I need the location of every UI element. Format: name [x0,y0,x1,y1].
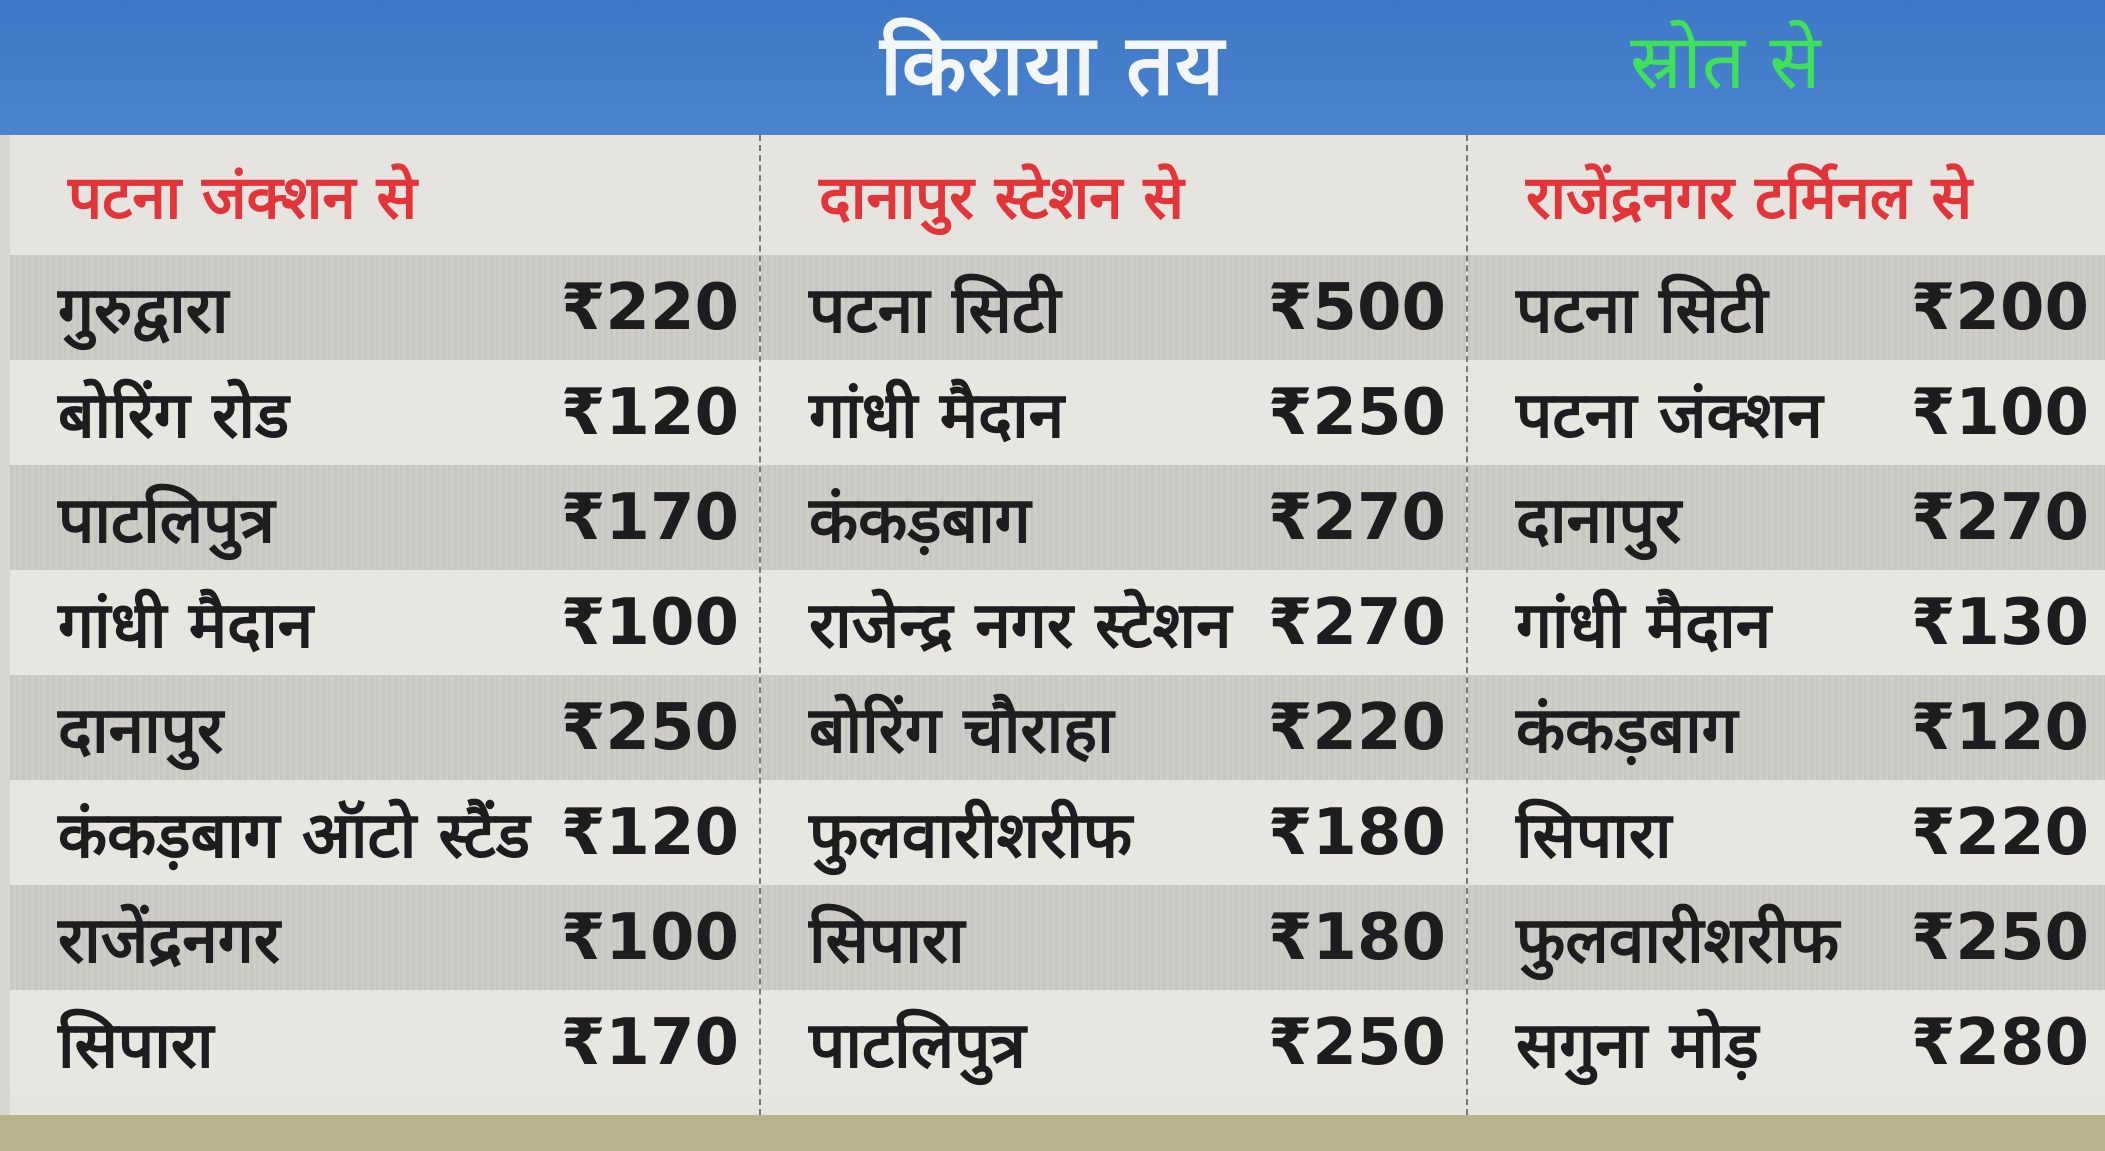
destination: राजेन्द्र नगर स्टेशन [809,589,1232,663]
destination: गांधी मैदान [809,379,1065,453]
column-rows: पटना सिटी ₹500 गांधी मैदान ₹250 कंकड़बाग ₹270… [761,255,1466,1095]
fare: ₹270 [1910,480,2089,555]
fare: ₹180 [1267,795,1446,870]
fare-table: पटना जंक्शन से गुरुद्वारा ₹220 बोरिंग रोड ₹1… [10,135,2105,1115]
destination: पटना जंक्शन [1516,379,1823,453]
table-row: कंकड़बाग ₹270 [761,465,1466,570]
table-row: दानापुर ₹270 [1468,465,2105,570]
table-row: फुलवारीशरीफ ₹250 [1468,885,2105,990]
fare: ₹100 [560,900,739,975]
column-rows: गुरुद्वारा ₹220 बोरिंग रोड ₹120 पाटलिपुत्र ₹1… [10,255,759,1095]
destination: कंकड़बाग [809,484,1031,558]
fare: ₹270 [1267,480,1446,555]
table-row: राजेंद्रनगर ₹100 [10,885,759,990]
column-heading: दानापुर स्टेशन से [819,163,1184,233]
column-rows: पटना सिटी ₹200 पटना जंक्शन ₹100 दानापुर ₹270 ग… [1468,255,2105,1095]
fare: ₹280 [1910,1005,2089,1080]
header-banner: किराया तय स्रोत से [0,0,2105,135]
table-row: कंकड़बाग ₹120 [1468,675,2105,780]
column-heading: पटना जंक्शन से [68,163,418,233]
destination: फुलवारीशरीफ [1516,904,1840,978]
table-row: गांधी मैदान ₹100 [10,570,759,675]
destination: सगुना मोड़ [1516,1009,1759,1083]
destination: पाटलिपुत्र [58,484,275,558]
fare: ₹120 [560,375,739,450]
table-row: सिपारा ₹170 [10,990,759,1095]
fare: ₹120 [1910,690,2089,765]
table-row: फुलवारीशरीफ ₹180 [761,780,1466,885]
table-row: पटना जंक्शन ₹100 [1468,360,2105,465]
destination: गांधी मैदान [58,589,314,663]
fare: ₹250 [1267,375,1446,450]
destination: बोरिंग चौराहा [809,694,1114,768]
table-row: सगुना मोड़ ₹280 [1468,990,2105,1095]
destination: गांधी मैदान [1516,589,1772,663]
fare: ₹180 [1267,900,1446,975]
destination: फुलवारीशरीफ [809,799,1133,873]
destination: पटना सिटी [809,274,1061,348]
table-row: पाटलिपुत्र ₹170 [10,465,759,570]
column-heading: राजेंद्रनगर टर्मिनल से [1526,163,1973,233]
destination: दानापुर [58,694,224,768]
fare: ₹120 [560,795,739,870]
fare: ₹200 [1910,270,2089,345]
fare: ₹220 [560,270,739,345]
fare: ₹100 [560,585,739,660]
fare: ₹220 [1910,795,2089,870]
page-title: किराया तय [880,16,1225,114]
fare-column: राजेंद्रनगर टर्मिनल से पटना सिटी ₹200 पटना … [1468,135,2105,1115]
fare-column: पटना जंक्शन से गुरुद्वारा ₹220 बोरिंग रोड ₹1… [10,135,761,1115]
destination: सिपारा [58,1009,214,1083]
table-row: पटना सिटी ₹200 [1468,255,2105,360]
table-row: गांधी मैदान ₹130 [1468,570,2105,675]
fare: ₹250 [1267,1005,1446,1080]
table-row: कंकड़बाग ऑटो स्टैंड ₹120 [10,780,759,885]
table-row: बोरिंग चौराहा ₹220 [761,675,1466,780]
table-row: पटना सिटी ₹500 [761,255,1466,360]
fare: ₹130 [1910,585,2089,660]
destination: कंकड़बाग ऑटो स्टैंड [58,799,530,873]
table-row: राजेन्द्र नगर स्टेशन ₹270 [761,570,1466,675]
table-row: गांधी मैदान ₹250 [761,360,1466,465]
fare: ₹220 [1267,690,1446,765]
table-row: सिपारा ₹180 [761,885,1466,990]
fare: ₹250 [1910,900,2089,975]
destination: कंकड़बाग [1516,694,1738,768]
table-row: सिपारा ₹220 [1468,780,2105,885]
table-row: गुरुद्वारा ₹220 [10,255,759,360]
fare: ₹270 [1267,585,1446,660]
page-bottom-strip [0,1115,2105,1151]
destination: पटना सिटी [1516,274,1768,348]
destination: सिपारा [1516,799,1672,873]
destination: पाटलिपुत्र [809,1009,1026,1083]
destination: दानापुर [1516,484,1682,558]
source-label: स्रोत से [1630,17,1821,106]
table-row: दानापुर ₹250 [10,675,759,780]
fare: ₹170 [560,480,739,555]
fare: ₹100 [1910,375,2089,450]
fare: ₹250 [560,690,739,765]
destination: सिपारा [809,904,965,978]
fare: ₹170 [560,1005,739,1080]
table-row: बोरिंग रोड ₹120 [10,360,759,465]
destination: राजेंद्रनगर [58,904,280,978]
destination: गुरुद्वारा [58,274,229,348]
fare-column: दानापुर स्टेशन से पटना सिटी ₹500 गांधी मैदा… [761,135,1468,1115]
table-row: पाटलिपुत्र ₹250 [761,990,1466,1095]
fare: ₹500 [1267,270,1446,345]
destination: बोरिंग रोड [58,379,290,453]
